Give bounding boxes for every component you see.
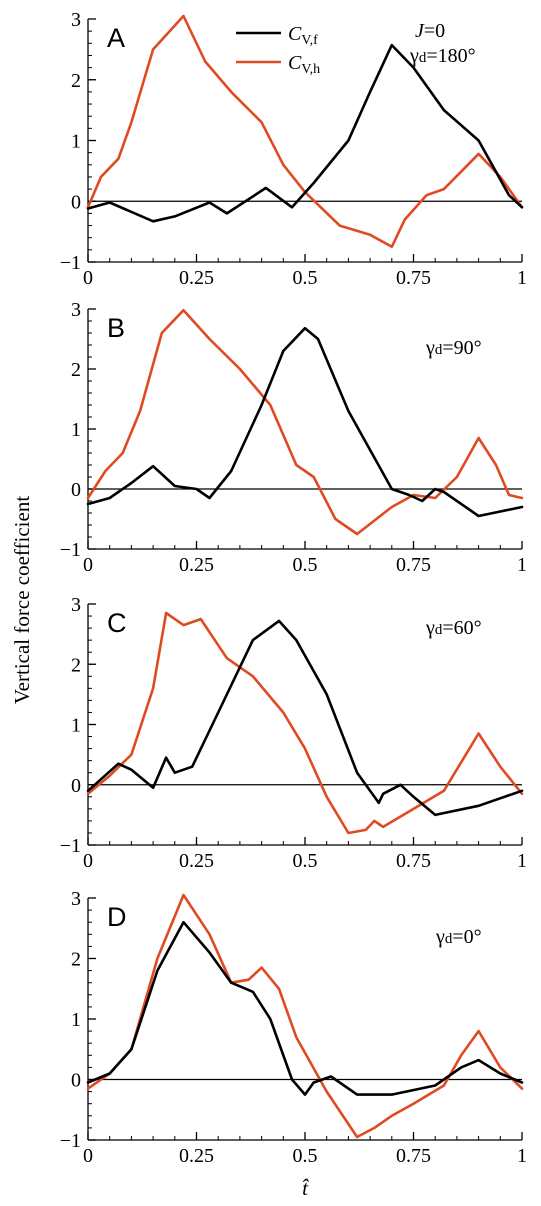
- annotation-subscript: d: [445, 931, 453, 947]
- x-tick-label: 0.75: [396, 850, 431, 872]
- y-tick-label: 1: [71, 715, 81, 737]
- x-tick-label: 1: [517, 850, 527, 872]
- annotation-value: =0: [424, 20, 445, 42]
- legend-label: CV,h: [288, 52, 320, 77]
- x-tick-label: 0.5: [293, 850, 318, 872]
- y-tick-label: 0: [71, 479, 81, 501]
- annotation-symbol: γ: [435, 926, 445, 948]
- y-tick-label: 1: [71, 1009, 81, 1031]
- y-tick-label: 2: [71, 654, 81, 676]
- series-line-cvh: [86, 14, 524, 249]
- series-line-cvh: [86, 611, 524, 835]
- annotation-value: =0°: [452, 926, 481, 948]
- y-tick-label: 1: [71, 131, 81, 153]
- x-tick-label: 0.25: [179, 554, 214, 576]
- y-tick-label: 2: [71, 949, 81, 971]
- y-tick-label: 0: [71, 191, 81, 213]
- x-tick-label: 0.25: [179, 267, 214, 289]
- series-line-cvh: [86, 893, 524, 1139]
- series-line-cvf: [86, 43, 524, 223]
- y-tick-label: 3: [71, 594, 81, 616]
- legend-subscript: V,h: [301, 62, 320, 77]
- y-tick-label: 3: [71, 888, 81, 910]
- y-tick-label: 2: [71, 70, 81, 92]
- legend-label: CV,f: [288, 23, 318, 48]
- legend-subscript: V,f: [301, 33, 318, 48]
- y-tick-label: 3: [71, 9, 81, 31]
- series-line-cvf: [86, 920, 524, 1096]
- x-tick-label: 0: [83, 554, 93, 576]
- annotation-symbol: γ: [425, 617, 435, 639]
- series-line-cvf: [86, 326, 524, 518]
- annotation-subscript: d: [435, 622, 443, 638]
- x-tick-label: 1: [517, 267, 527, 289]
- x-tick-label: 0.25: [179, 850, 214, 872]
- panel-letter: D: [107, 902, 127, 932]
- y-tick-label: −1: [60, 835, 81, 857]
- series-line-cvh: [86, 308, 524, 536]
- annotation-subscript: d: [435, 342, 443, 358]
- annotation-value: =180°: [426, 45, 475, 67]
- y-tick-label: 1: [71, 419, 81, 441]
- annotation-symbol: γ: [425, 337, 435, 359]
- annotation-symbol: γ: [409, 45, 419, 67]
- y-tick-label: −1: [60, 252, 81, 274]
- panel-letter: B: [107, 313, 125, 343]
- panel-annotation: J=0: [415, 20, 445, 42]
- x-tick-label: 0.5: [293, 554, 318, 576]
- x-tick-label: 0.5: [293, 267, 318, 289]
- x-tick-label: 0: [83, 267, 93, 289]
- annotation-value: =60°: [442, 617, 481, 639]
- x-tick-label: 0.5: [293, 1145, 318, 1167]
- legend-symbol: C: [288, 52, 302, 74]
- annotation-subscript: d: [419, 50, 427, 66]
- x-tick-label: 1: [517, 554, 527, 576]
- y-tick-label: 0: [71, 1070, 81, 1092]
- x-tick-label: 0: [83, 1145, 93, 1167]
- panel-annotation: γd=90°: [425, 337, 482, 359]
- series-line-cvf: [86, 619, 524, 817]
- panel-letter: C: [107, 608, 127, 638]
- y-tick-label: −1: [60, 539, 81, 561]
- annotation-symbol: J: [415, 20, 425, 42]
- x-tick-label: 0.75: [396, 267, 431, 289]
- y-tick-label: 2: [71, 359, 81, 381]
- panel-annotation: γd=180°: [409, 45, 476, 67]
- x-tick-label: 1: [517, 1145, 527, 1167]
- panel-annotation: γd=0°: [435, 926, 482, 948]
- x-tick-label: 0: [83, 850, 93, 872]
- x-tick-label: 0.75: [396, 554, 431, 576]
- y-axis-label: Vertical force coefficient: [10, 496, 34, 704]
- y-tick-label: −1: [60, 1130, 81, 1152]
- legend-symbol: C: [288, 23, 302, 45]
- panel-annotation: γd=60°: [425, 617, 482, 639]
- x-axis-label: t̂: [302, 1176, 309, 1200]
- y-tick-label: 0: [71, 775, 81, 797]
- annotation-value: =90°: [442, 337, 481, 359]
- x-tick-label: 0.25: [179, 1145, 214, 1167]
- x-tick-label: 0.75: [396, 1145, 431, 1167]
- y-tick-label: 3: [71, 299, 81, 321]
- panel-letter: A: [107, 23, 125, 53]
